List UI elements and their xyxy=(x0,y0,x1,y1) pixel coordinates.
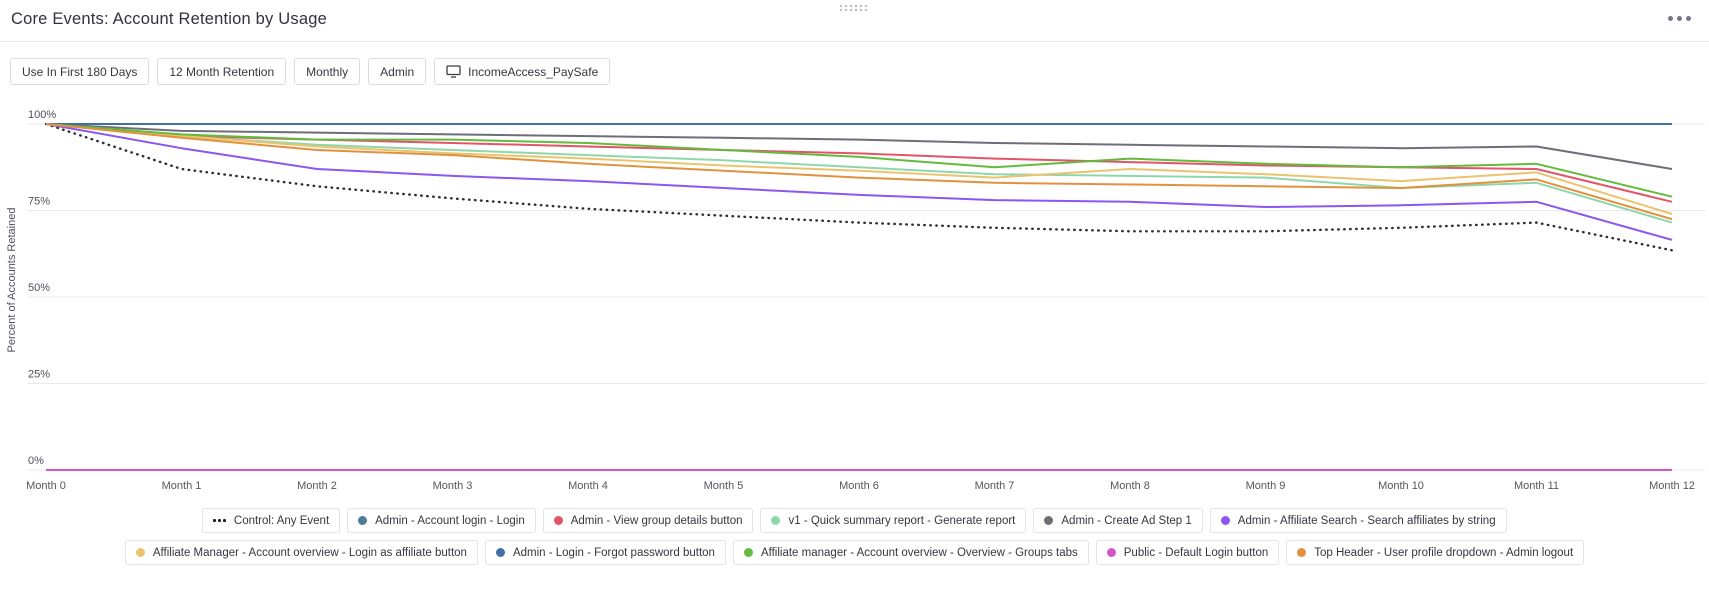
series-color-dot xyxy=(358,516,368,525)
filter-chip-label: Use In First 180 Days xyxy=(22,64,138,79)
legend-label: Public - Default Login button xyxy=(1123,546,1269,559)
more-options-button[interactable] xyxy=(1664,12,1695,25)
series-line-0[interactable] xyxy=(44,122,1674,252)
ellipsis-icon xyxy=(1686,16,1691,21)
legend-item[interactable]: Admin - Affiliate Search - Search affili… xyxy=(1209,508,1507,533)
legend-item[interactable]: Top Header - User profile dropdown - Adm… xyxy=(1286,540,1585,565)
x-axis-tick-label: Month 5 xyxy=(704,480,744,492)
legend-item[interactable]: Public - Default Login button xyxy=(1095,540,1280,565)
series-color-dot xyxy=(1297,548,1307,557)
legend-item[interactable]: Affiliate Manager - Account overview - L… xyxy=(124,540,478,565)
series-line-6[interactable] xyxy=(45,123,1673,215)
series-line-8[interactable] xyxy=(45,123,1673,198)
x-axis-tick-label: Month 10 xyxy=(1378,480,1424,492)
x-axis-tick-label: Month 7 xyxy=(975,480,1015,492)
ellipsis-icon xyxy=(1668,16,1673,21)
y-axis-tick-label: 100% xyxy=(28,109,56,121)
legend-label: Top Header - User profile dropdown - Adm… xyxy=(1314,546,1574,559)
y-axis-tick-label: 25% xyxy=(28,369,50,381)
x-axis-tick-label: Month 2 xyxy=(297,480,337,492)
x-axis-tick-label: Month 12 xyxy=(1649,480,1695,492)
filter-chip-label: Monthly xyxy=(306,64,349,79)
series-line-10[interactable] xyxy=(45,123,1673,221)
dotted-line-icon xyxy=(213,519,226,522)
filter-chip-use-in-first-180-days[interactable]: Use In First 180 Days xyxy=(10,58,150,85)
legend-label: Admin - Create Ad Step 1 xyxy=(1061,514,1192,527)
x-axis-tick-label: Month 3 xyxy=(433,480,473,492)
filter-chip-label: IncomeAccess_PaySafe xyxy=(468,64,599,79)
legend-item[interactable]: v1 - Quick summary report - Generate rep… xyxy=(760,508,1027,533)
series-line-2[interactable] xyxy=(45,123,1673,203)
retention-line-chart: Percent of Accounts Retained 100% 75% 50% 2… xyxy=(0,90,1709,502)
series-color-dot xyxy=(135,548,145,557)
legend-row: Affiliate Manager - Account overview - L… xyxy=(0,540,1709,565)
monitor-icon xyxy=(446,65,461,78)
legend-label: Admin - Account login - Login xyxy=(375,514,525,527)
x-axis-tick-label: Month 0 xyxy=(26,480,66,492)
legend-item[interactable]: Affiliate manager - Account overview - O… xyxy=(732,540,1089,565)
widget-header: Core Events: Account Retention by Usage xyxy=(0,0,1709,42)
series-color-dot xyxy=(553,516,563,525)
series-color-dot xyxy=(495,548,505,557)
legend-label: Admin - Affiliate Search - Search affili… xyxy=(1237,514,1496,527)
series-color-dot xyxy=(771,516,781,525)
series-color-dot xyxy=(1106,548,1116,557)
y-axis-title: Percent of Accounts Retained xyxy=(6,207,18,353)
x-axis-tick-label: Month 4 xyxy=(568,480,608,492)
legend-label: v1 - Quick summary report - Generate rep… xyxy=(788,514,1016,527)
filter-chip-admin[interactable]: Admin xyxy=(368,58,427,85)
y-axis-tick-label: 0% xyxy=(28,455,44,467)
legend-label: Affiliate manager - Account overview - O… xyxy=(760,546,1078,559)
ellipsis-icon xyxy=(1677,16,1682,21)
filter-chip-row: Use In First 180 Days 12 Month Retention… xyxy=(10,58,1709,85)
series-color-dot xyxy=(1220,516,1230,525)
x-axis-tick-label: Month 1 xyxy=(162,480,202,492)
legend-label: Admin - Login - Forgot password button xyxy=(512,546,715,559)
legend-item[interactable]: Control: Any Event xyxy=(202,508,341,533)
legend-row: Control: Any Event Admin - Account login … xyxy=(0,508,1709,533)
x-axis-tick-label: Month 6 xyxy=(839,480,879,492)
filter-chip-incomeaccess-paysafe[interactable]: IncomeAccess_PaySafe xyxy=(434,58,611,85)
filter-chip-label: Admin xyxy=(380,64,415,79)
series-color-dot xyxy=(743,548,753,557)
legend-label: Control: Any Event xyxy=(233,514,330,527)
legend-item[interactable]: Admin - View group details button xyxy=(542,508,754,533)
chart-canvas[interactable]: 100% 75% 50% 25% 0% Month 0 Month 1 Month 2 Mont… xyxy=(0,90,1709,502)
y-axis-tick-label: 50% xyxy=(28,282,50,294)
legend-label: Affiliate Manager - Account overview - L… xyxy=(152,546,467,559)
filter-chip-12-month-retention[interactable]: 12 Month Retention xyxy=(157,58,287,85)
drag-handle-icon[interactable] xyxy=(840,2,868,13)
series-line-4[interactable] xyxy=(45,123,1673,170)
series-line-5[interactable] xyxy=(45,123,1673,241)
x-axis-tick-label: Month 9 xyxy=(1246,480,1286,492)
legend-item[interactable]: Admin - Create Ad Step 1 xyxy=(1033,508,1203,533)
filter-chip-monthly[interactable]: Monthly xyxy=(294,58,361,85)
y-axis-tick-label: 75% xyxy=(28,196,50,208)
series-color-dot xyxy=(1044,516,1054,525)
legend-item[interactable]: Admin - Account login - Login xyxy=(347,508,536,533)
chart-legend: Control: Any Event Admin - Account login … xyxy=(0,508,1709,565)
x-axis-tick-label: Month 11 xyxy=(1514,480,1559,492)
page-title: Core Events: Account Retention by Usage xyxy=(11,10,327,28)
filter-chip-label: 12 Month Retention xyxy=(169,64,275,79)
legend-item[interactable]: Admin - Login - Forgot password button xyxy=(484,540,726,565)
x-axis-tick-label: Month 8 xyxy=(1110,480,1150,492)
legend-label: Admin - View group details button xyxy=(570,514,743,527)
